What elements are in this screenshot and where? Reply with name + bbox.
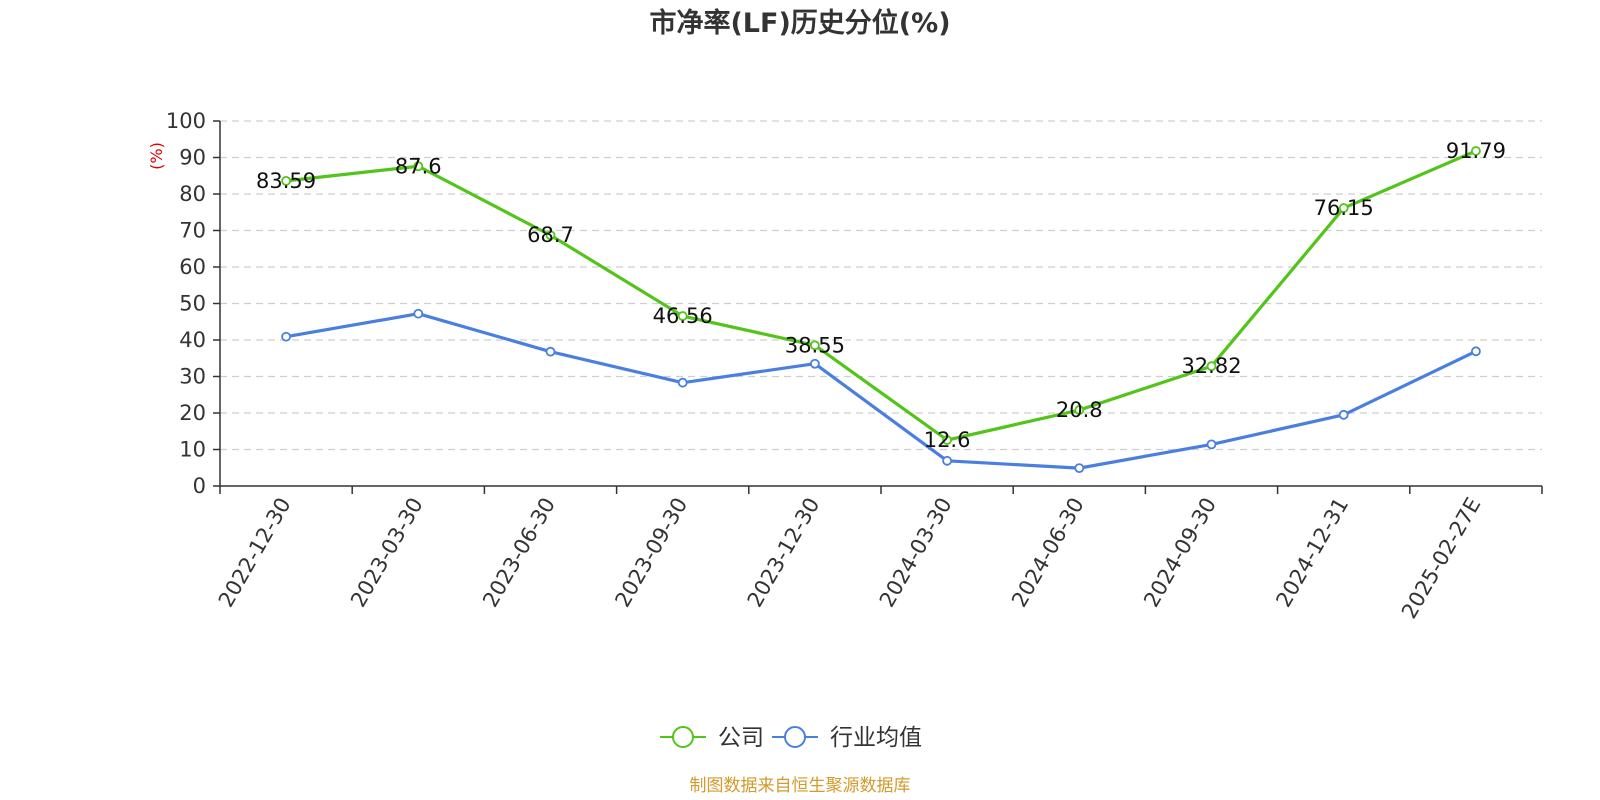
data-point[interactable] xyxy=(1471,146,1481,156)
data-point[interactable] xyxy=(413,308,424,319)
series-layer xyxy=(281,146,1481,474)
data-label-layer: 83.59 87.6 68.7 46.56 38.55 12.6 20.8 32.82 76.1… xyxy=(256,139,1506,452)
legend-marker-icon xyxy=(784,726,806,748)
legend[interactable]: 公司 行业均值 xyxy=(660,725,922,751)
data-point[interactable] xyxy=(1338,203,1349,213)
x-tick-label: 2025-02-27E xyxy=(1397,494,1485,623)
series-line-0 xyxy=(285,149,1477,442)
y-tick-label: 90 xyxy=(179,146,206,170)
chart-title: 市净率(LF)历史分位(%) xyxy=(649,7,950,39)
x-tick-label: 2023-03-30 xyxy=(346,494,428,612)
legend-item-0[interactable]: 公司 xyxy=(660,725,764,751)
data-point[interactable] xyxy=(677,377,688,388)
y-tick-label: 0 xyxy=(193,474,206,498)
series-line-1 xyxy=(285,312,1477,470)
x-tick-label: 2024-09-30 xyxy=(1139,494,1221,612)
data-label: 46.56 xyxy=(653,304,713,328)
data-label: 12.6 xyxy=(924,428,971,452)
legend-label: 公司 xyxy=(718,725,764,751)
data-point[interactable] xyxy=(810,340,820,351)
data-label: 68.7 xyxy=(527,223,574,247)
x-tick-label: 2023-09-30 xyxy=(610,494,692,612)
x-tick-label: 2022-12-30 xyxy=(214,494,296,612)
data-point[interactable] xyxy=(545,230,556,241)
y-tick-label: 40 xyxy=(179,328,206,352)
y-tick-label: 30 xyxy=(179,365,206,389)
data-label: 87.6 xyxy=(395,154,442,178)
x-tick-label: 2024-03-30 xyxy=(875,494,957,612)
data-point[interactable] xyxy=(942,455,952,466)
data-point[interactable] xyxy=(1206,439,1217,450)
data-label: 32.82 xyxy=(1181,354,1241,378)
data-point[interactable] xyxy=(413,161,424,172)
x-tick-label: 2024-06-30 xyxy=(1007,494,1089,612)
data-label: 76.15 xyxy=(1314,196,1374,220)
data-point[interactable] xyxy=(1338,409,1349,420)
data-label: 91.79 xyxy=(1446,139,1506,163)
y-tick-label: 10 xyxy=(179,438,206,462)
x-tick-label: 2024-12-31 xyxy=(1271,494,1353,612)
data-label: 38.55 xyxy=(785,333,845,357)
legend-marker-icon xyxy=(672,726,694,748)
y-tick-label: 50 xyxy=(179,292,206,316)
data-point[interactable] xyxy=(281,331,292,342)
data-point[interactable] xyxy=(942,435,952,445)
x-tick-label: 2023-12-30 xyxy=(743,494,825,612)
data-point[interactable] xyxy=(545,346,556,357)
y-tick-label: 80 xyxy=(179,182,206,206)
data-point[interactable] xyxy=(1074,405,1085,415)
legend-label: 行业均值 xyxy=(830,725,922,751)
y-tick-label: 100 xyxy=(166,109,206,133)
data-point[interactable] xyxy=(810,358,820,369)
y-tick-label: 70 xyxy=(179,219,206,243)
data-point[interactable] xyxy=(281,175,292,186)
x-tick-label: 2023-06-30 xyxy=(478,494,560,612)
data-label: 83.59 xyxy=(256,169,316,193)
data-point[interactable] xyxy=(1074,463,1085,474)
axis-layer: 0 10 20 30 40 50 60 70 80 90 100 2022-12-30 2023-03-… xyxy=(166,109,1543,623)
data-point[interactable] xyxy=(1471,346,1481,357)
data-source-note: 制图数据来自恒生聚源数据库 xyxy=(690,776,911,796)
y-tick-label: 60 xyxy=(179,255,206,279)
data-label: 20.8 xyxy=(1056,398,1103,422)
y-tick-label: 20 xyxy=(179,401,206,425)
y-axis-unit-label: (%) xyxy=(147,142,166,170)
legend-item-1[interactable]: 行业均值 xyxy=(772,725,922,751)
data-point[interactable] xyxy=(1206,361,1217,372)
data-point[interactable] xyxy=(677,311,688,321)
